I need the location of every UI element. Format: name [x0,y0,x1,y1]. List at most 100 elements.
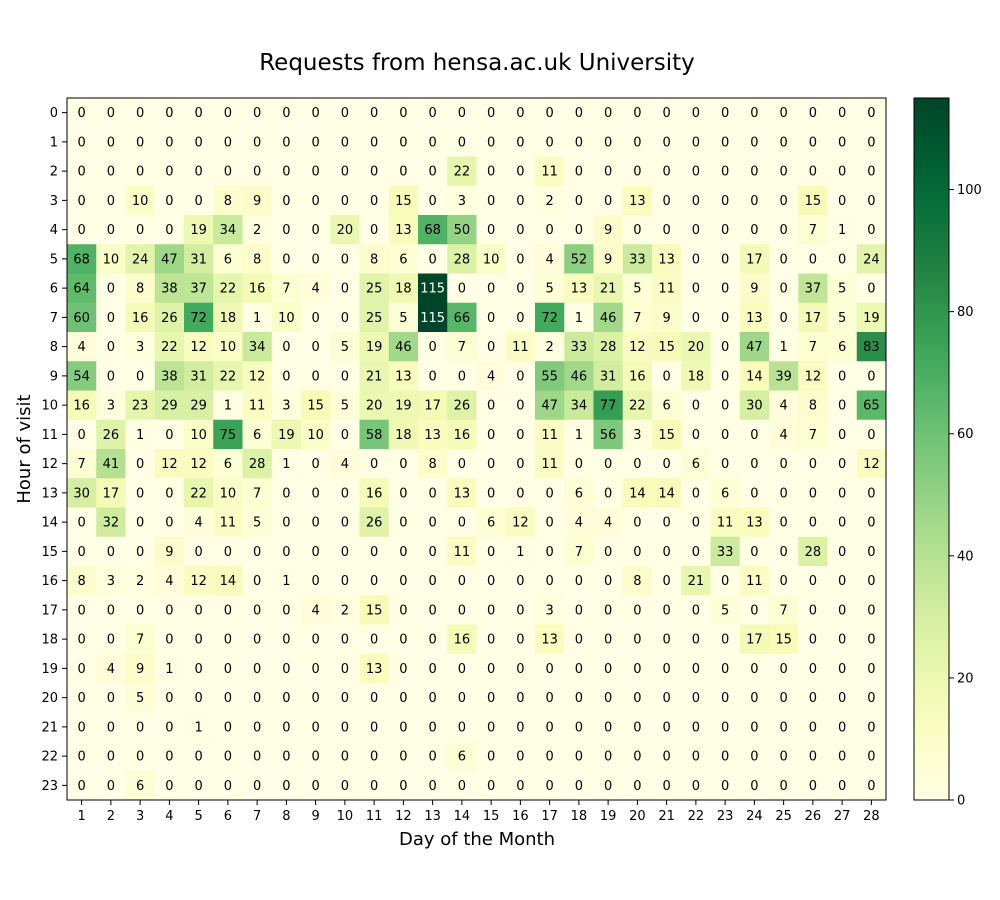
heatmap-cell [388,273,419,304]
heatmap-cell [505,624,536,655]
cell-value-label: 7 [575,545,583,560]
heatmap-cell [301,624,331,655]
heatmap-cell [710,390,741,421]
y-tick-label: 21 [41,720,58,735]
cell-value-label: 72 [190,311,207,326]
cell-value-label: 2 [136,574,144,589]
cell-value-label: 0 [77,545,85,560]
cell-value-label: 0 [838,165,846,180]
heatmap-cell [564,595,594,625]
cell-value-label: 7 [633,311,641,326]
cell-value-label: 0 [721,165,729,180]
cell-value-label: 8 [809,399,817,414]
cell-value-label: 0 [838,194,846,209]
heatmap-cell [184,244,214,274]
heatmap-cell [447,478,477,508]
cell-value-label: 17 [805,311,822,326]
cell-value-label: 14 [220,574,237,589]
heatmap-cell [856,273,887,304]
heatmap-cell [271,683,302,713]
heatmap-cell [769,215,799,245]
heatmap-cell [622,156,653,187]
cell-value-label: 0 [341,369,349,384]
cell-value-label: 0 [545,574,553,589]
heatmap-cell [769,273,799,304]
heatmap-cell [242,653,273,684]
cell-value-label: 0 [107,750,115,765]
cell-value-label: 0 [867,603,875,618]
cell-value-label: 0 [224,165,232,180]
heatmap-cell [301,653,331,684]
heatmap-cell [622,185,653,216]
heatmap-cell [242,361,273,391]
heatmap-cell [739,127,770,157]
heatmap-cell [622,566,653,596]
cell-value-label: 0 [165,165,173,180]
cell-value-label: 10 [103,252,120,267]
cell-value-label: 0 [867,750,875,765]
cell-value-label: 0 [633,545,641,560]
heatmap-cell [739,390,770,421]
heatmap-cell [476,332,507,362]
heatmap-cell [476,156,507,187]
heatmap-cell [184,273,214,304]
heatmap-cell [622,595,653,625]
heatmap-cell [798,507,828,538]
cell-value-label: 0 [662,135,670,150]
heatmap-cell [710,215,741,245]
heatmap-cell [330,653,360,684]
cell-value-label: 10 [190,428,207,443]
heatmap-cell [856,507,887,538]
heatmap-cell [564,332,594,362]
cell-value-label: 0 [311,340,319,355]
cell-value-label: 5 [838,282,846,297]
heatmap-cell [652,566,682,596]
heatmap-cell [213,215,243,245]
heatmap-cell [769,419,799,450]
heatmap-cell [447,185,477,216]
heatmap-cell [535,244,565,274]
heatmap-cell [96,741,126,772]
heatmap-cell [359,536,390,567]
cell-value-label: 0 [575,662,583,677]
cell-value-label: 0 [692,194,700,209]
heatmap-cell [213,98,243,128]
cell-value-label: 0 [692,545,700,560]
cell-value-label: 0 [311,369,319,384]
y-tick-label: 14 [41,516,58,531]
heatmap-cell [710,449,741,479]
cell-value-label: 0 [77,779,85,794]
cell-value-label: 1 [165,662,173,677]
cell-value-label: 46 [600,311,617,326]
cell-value-label: 7 [779,603,787,618]
heatmap-cell [184,449,214,479]
x-tick-label: 6 [224,809,232,824]
heatmap-cell [359,185,390,216]
cell-value-label: 0 [224,750,232,765]
heatmap-cell [67,595,97,625]
heatmap-cell [359,98,390,128]
cell-value-label: 20 [337,223,354,238]
heatmap-cell [184,185,214,216]
cell-value-label: 0 [311,662,319,677]
heatmap-cell [681,566,711,596]
heatmap-cell [505,536,536,567]
heatmap-cell [67,302,97,333]
heatmap-cell [564,683,594,713]
cell-value-label: 0 [838,750,846,765]
cell-value-label: 11 [220,516,237,531]
heatmap-cell [652,156,682,187]
cell-value-label: 0 [370,750,378,765]
heatmap-cell [213,624,243,655]
cell-value-label: 3 [633,428,641,443]
heatmap-cell [593,156,624,187]
cell-value-label: 0 [545,106,553,121]
x-tick-label: 7 [253,809,261,824]
cell-value-label: 0 [662,106,670,121]
cell-value-label: 0 [253,603,261,618]
cell-value-label: 6 [692,457,700,472]
cell-value-label: 12 [190,574,207,589]
cell-value-label: 22 [220,369,237,384]
cell-value-label: 28 [600,340,617,355]
cell-value-label: 2 [545,194,553,209]
